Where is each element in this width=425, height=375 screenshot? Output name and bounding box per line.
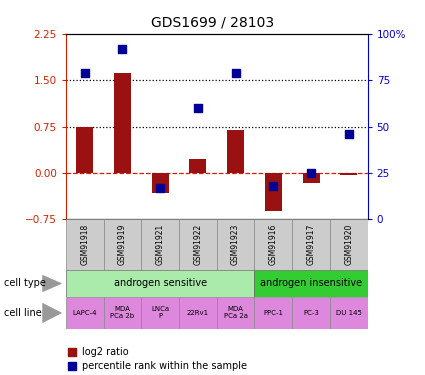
Bar [179,219,217,270]
Bar [265,173,282,211]
Text: 22Rv1: 22Rv1 [187,310,209,316]
Point [81,70,88,76]
Point [157,185,164,191]
Polygon shape [42,303,61,322]
Bar [303,173,320,183]
Bar [190,159,207,173]
Bar [152,173,169,193]
Text: MDA
PCa 2a: MDA PCa 2a [224,306,248,320]
Bar [104,297,141,329]
Point [270,183,277,189]
Point [68,349,75,355]
Text: GDS1699 / 28103: GDS1699 / 28103 [151,15,274,29]
Bar [330,219,368,270]
Text: androgen sensitive: androgen sensitive [113,279,207,288]
Bar [179,297,217,329]
Bar [255,270,368,297]
Point [195,105,201,111]
Text: GSM91918: GSM91918 [80,224,89,266]
Bar [217,219,255,270]
Bar [340,173,357,175]
Bar [292,297,330,329]
Text: GSM91920: GSM91920 [344,224,353,266]
Point [232,70,239,76]
Text: PC-3: PC-3 [303,310,319,316]
Text: GSM91916: GSM91916 [269,224,278,266]
Bar [292,219,330,270]
Text: DU 145: DU 145 [336,310,362,316]
Text: GSM91917: GSM91917 [306,224,315,266]
Text: cell type: cell type [4,279,46,288]
Bar [255,219,292,270]
Bar [66,270,255,297]
Text: PPC-1: PPC-1 [264,310,283,316]
Point [68,363,75,369]
Text: MDA
PCa 2b: MDA PCa 2b [110,306,135,320]
Text: log2 ratio: log2 ratio [82,347,129,357]
Text: GSM91923: GSM91923 [231,224,240,266]
Text: LAPC-4: LAPC-4 [73,310,97,316]
Bar [66,297,104,329]
Text: GSM91919: GSM91919 [118,224,127,266]
Text: GSM91922: GSM91922 [193,224,202,266]
Point [346,131,352,137]
Bar [114,73,131,173]
Polygon shape [42,275,61,292]
Bar [66,219,104,270]
Bar [141,219,179,270]
Point [308,170,314,176]
Text: cell line: cell line [4,308,42,318]
Text: GSM91921: GSM91921 [156,224,164,266]
Bar [330,297,368,329]
Bar [76,127,93,173]
Bar [227,130,244,173]
Bar [217,297,255,329]
Point [119,46,126,52]
Bar [141,297,179,329]
Bar [104,219,141,270]
Text: LNCa
P: LNCa P [151,306,169,320]
Text: percentile rank within the sample: percentile rank within the sample [82,361,247,371]
Text: androgen insensitive: androgen insensitive [260,279,362,288]
Bar [255,297,292,329]
